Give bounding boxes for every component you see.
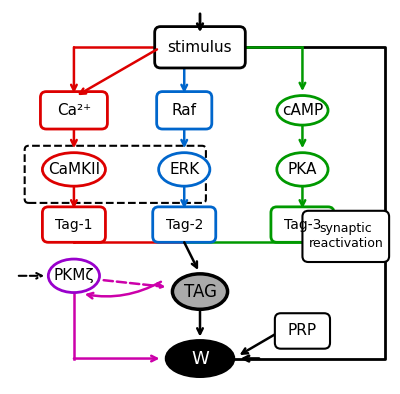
Text: Tag-3: Tag-3: [284, 217, 321, 232]
FancyBboxPatch shape: [157, 92, 212, 129]
FancyBboxPatch shape: [155, 27, 245, 68]
Text: cAMP: cAMP: [282, 103, 323, 118]
Ellipse shape: [42, 152, 106, 186]
Ellipse shape: [277, 96, 328, 125]
Text: TAG: TAG: [184, 282, 216, 301]
FancyBboxPatch shape: [302, 211, 389, 262]
Text: ERK: ERK: [169, 162, 199, 177]
Text: synaptic
reactivation: synaptic reactivation: [308, 222, 383, 251]
Ellipse shape: [166, 341, 234, 376]
Text: W: W: [191, 349, 209, 368]
Text: PKA: PKA: [288, 162, 317, 177]
FancyBboxPatch shape: [40, 92, 108, 129]
Text: PKMζ: PKMζ: [54, 268, 94, 283]
FancyBboxPatch shape: [271, 207, 334, 242]
Text: Raf: Raf: [172, 103, 197, 118]
Text: CaMKII: CaMKII: [48, 162, 100, 177]
Ellipse shape: [48, 259, 100, 292]
Ellipse shape: [172, 274, 228, 309]
Text: Ca²⁺: Ca²⁺: [57, 103, 91, 118]
Text: stimulus: stimulus: [168, 40, 232, 55]
Ellipse shape: [159, 152, 210, 186]
Ellipse shape: [277, 152, 328, 186]
FancyBboxPatch shape: [42, 207, 106, 242]
Text: Tag-1: Tag-1: [55, 217, 93, 232]
Text: Tag-2: Tag-2: [166, 217, 203, 232]
FancyBboxPatch shape: [153, 207, 216, 242]
Text: PRP: PRP: [288, 323, 317, 338]
FancyBboxPatch shape: [275, 313, 330, 349]
